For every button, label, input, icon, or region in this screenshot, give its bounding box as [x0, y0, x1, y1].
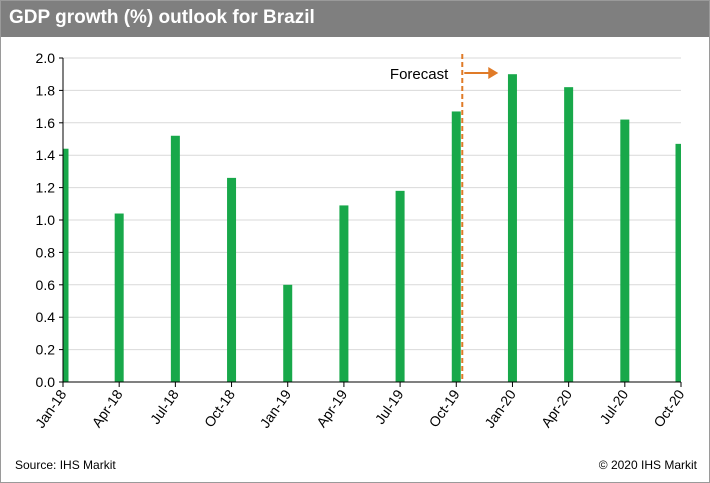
forecast-arrow-head — [488, 67, 499, 79]
bar-Jan-20 — [507, 74, 517, 382]
x-tick-label: Jan-18 — [32, 386, 70, 430]
x-tick-label: Apr-20 — [538, 386, 575, 430]
y-tick-label: 0.2 — [36, 342, 56, 358]
bar-Apr-19 — [339, 205, 349, 382]
bar-layer — [63, 74, 681, 383]
y-tick-label: 0.4 — [36, 309, 56, 325]
y-tick-label: 0.8 — [36, 244, 56, 260]
title-bar: GDP growth (%) outlook for Brazil — [1, 1, 709, 37]
source-note: Source: IHS Markit — [15, 458, 116, 472]
x-tick-label: Jul-18 — [147, 386, 182, 427]
y-tick-label: 2.0 — [36, 50, 56, 66]
bar-Apr-20 — [564, 87, 574, 382]
bar-Jul-18 — [170, 135, 180, 382]
bar-Oct-20 — [675, 143, 681, 382]
axis-layer: 0.0 0.2 0.4 0.6 0.8 1.0 1.2 1.4 1.6 1.8 2.0 Jan-18 A… — [32, 50, 688, 431]
x-tick-label: Apr-19 — [313, 386, 350, 430]
x-tick-label: Jul-20 — [596, 386, 631, 427]
x-tick-label: Jan-20 — [481, 386, 519, 430]
bar-Jul-20 — [620, 119, 630, 382]
x-tick-label: Oct-19 — [426, 386, 463, 430]
bar-Jul-19 — [395, 190, 405, 382]
forecast-label: Forecast — [390, 66, 449, 83]
x-tick-label: Jul-19 — [372, 386, 407, 427]
x-tick-label: Oct-20 — [650, 386, 687, 430]
chart-title: GDP growth (%) outlook for Brazil — [9, 7, 315, 28]
bar-Jan-19 — [283, 284, 293, 382]
y-tick-label: 1.4 — [36, 147, 56, 163]
copyright-note: © 2020 IHS Markit — [598, 458, 697, 472]
bar-Jan-18 — [63, 148, 69, 382]
y-tick-label: 0.0 — [36, 374, 56, 390]
y-tick-label: 1.0 — [36, 212, 56, 228]
bar-Oct-18 — [227, 177, 237, 382]
y-tick-label: 0.6 — [36, 277, 56, 293]
x-tick-label: Apr-18 — [88, 386, 125, 430]
y-tick-label: 1.2 — [36, 180, 56, 196]
bar-Oct-19 — [451, 111, 461, 383]
grid-layer — [63, 57, 681, 351]
forecast-layer: Forecast — [390, 54, 499, 382]
bar-Apr-18 — [114, 213, 124, 382]
y-tick-label: 1.6 — [36, 115, 56, 131]
x-tick-label: Jan-19 — [257, 386, 295, 430]
y-tick-label: 1.8 — [36, 82, 56, 98]
x-tick-label: Oct-18 — [201, 386, 238, 430]
